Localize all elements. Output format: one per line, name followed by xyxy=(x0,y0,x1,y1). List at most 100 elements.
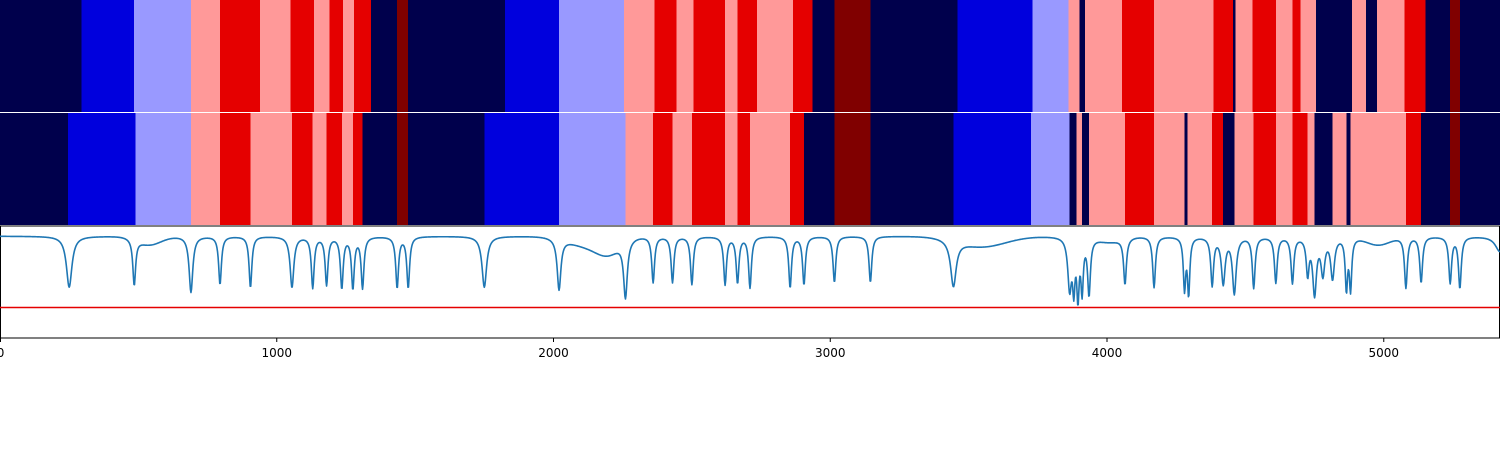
heatmap-cell xyxy=(625,113,654,225)
heatmap-cell xyxy=(312,113,327,225)
heatmap-cell xyxy=(1252,0,1277,112)
heatmap-cell xyxy=(1232,0,1237,112)
heatmap-cell xyxy=(725,113,738,225)
heatmap-cell xyxy=(1212,113,1224,225)
heatmap-cell xyxy=(1346,113,1351,225)
heatmap-cell xyxy=(326,113,343,225)
heatmap-cell xyxy=(737,113,751,225)
heatmap-cell xyxy=(870,0,958,112)
heatmap-cell xyxy=(220,113,251,225)
heatmap-cell xyxy=(290,0,315,112)
heatmap-cell xyxy=(1332,113,1347,225)
heatmap-cell xyxy=(81,0,135,112)
heatmap-cell xyxy=(750,113,791,225)
heatmap-cell xyxy=(397,113,409,225)
signal-line xyxy=(0,235,1500,306)
heatmap-cell xyxy=(756,0,794,112)
heatmap-cell xyxy=(343,0,355,112)
heatmap-cell xyxy=(790,113,805,225)
heatmap-cell xyxy=(329,0,344,112)
heatmap-cell xyxy=(1300,0,1317,112)
heatmap-cell xyxy=(408,0,506,112)
heatmap-cell xyxy=(352,113,363,225)
heatmap-cell xyxy=(1068,0,1080,112)
heatmap-cell xyxy=(408,113,485,225)
x-axis: 0 1000 2000 3000 4000 5000 xyxy=(0,338,1399,360)
heatmap-cell xyxy=(1125,113,1155,225)
heatmap-cell xyxy=(1421,113,1451,225)
heatmap-cell xyxy=(676,0,694,112)
heatmap-cell xyxy=(624,0,655,112)
heatmap-cell xyxy=(1184,113,1188,225)
heatmap-cell xyxy=(672,113,693,225)
x-tick-label: 2000 xyxy=(538,346,569,360)
heatmap-cell xyxy=(1365,0,1378,112)
heatmap-cell xyxy=(1275,113,1293,225)
heatmap-cell xyxy=(1122,0,1155,112)
heatmap-cell xyxy=(653,113,673,225)
heatmap-cell xyxy=(190,113,221,225)
heatmap-cell xyxy=(1253,113,1277,225)
heatmap-cell xyxy=(1076,113,1083,225)
heatmap-cell xyxy=(1450,0,1461,112)
heatmap-cell xyxy=(1275,0,1293,112)
heatmap-cell xyxy=(0,0,83,112)
heatmap-cell xyxy=(1084,0,1123,112)
line-panel xyxy=(0,225,1500,339)
heatmap-cell xyxy=(1154,113,1185,225)
heatmap-cell xyxy=(792,0,813,112)
heatmap-cell xyxy=(691,113,726,225)
heatmap-cell xyxy=(1234,113,1255,225)
heatmap-cell xyxy=(1187,113,1213,225)
heatmap-cell xyxy=(67,113,137,225)
heatmap-cell xyxy=(370,0,398,112)
heatmap-cell xyxy=(654,0,678,112)
heatmap-cell xyxy=(260,0,291,112)
heatmap-cell xyxy=(220,0,261,112)
heatmap-cell xyxy=(1292,113,1309,225)
heatmap-cell xyxy=(250,113,293,225)
x-tick-label: 1000 xyxy=(261,346,292,360)
x-tick-label: 3000 xyxy=(815,346,846,360)
heatmap-cell xyxy=(953,113,1032,225)
heatmap-cell xyxy=(1089,113,1126,225)
heatmap-cell xyxy=(1404,0,1426,112)
heatmap-cell xyxy=(1154,0,1214,112)
heatmap-cell xyxy=(341,113,354,225)
heatmap-cell xyxy=(135,113,192,225)
x-tick-label: 4000 xyxy=(1092,346,1123,360)
heatmap-cell xyxy=(505,0,560,112)
heatmap-cell xyxy=(134,0,192,112)
heatmap-cell xyxy=(834,0,871,112)
heatmap-cell xyxy=(1459,0,1500,112)
heatmap-cell xyxy=(1450,113,1461,225)
heatmap-cell xyxy=(957,0,1033,112)
heatmap-cell xyxy=(1082,113,1090,225)
heatmap-cell xyxy=(725,0,738,112)
x-tick-label: 5000 xyxy=(1368,346,1399,360)
heatmap-cell xyxy=(559,0,625,112)
heatmap-cell xyxy=(0,113,69,225)
heatmap-cell xyxy=(314,0,330,112)
heatmap-cell xyxy=(1079,0,1086,112)
heatmap-cell xyxy=(484,113,560,225)
heatmap-cell xyxy=(693,0,726,112)
x-tick-label: 0 xyxy=(0,346,4,360)
heatmap-cell xyxy=(1315,0,1353,112)
heatmap-cell xyxy=(190,0,221,112)
heatmap-cell xyxy=(559,113,626,225)
heatmap-cell xyxy=(803,113,835,225)
heatmap-cell xyxy=(1032,0,1069,112)
heatmap-cell xyxy=(362,113,398,225)
heatmap-cell xyxy=(1405,113,1422,225)
heatmap-cell xyxy=(354,0,372,112)
heatmap-cell xyxy=(1030,113,1071,225)
heatmap-cell xyxy=(1307,113,1315,225)
heatmap-cell xyxy=(397,0,409,112)
heatmap-cell xyxy=(1350,113,1407,225)
heatmap-cell xyxy=(1069,113,1077,225)
heatmap-cell xyxy=(870,113,954,225)
heatmap-cell xyxy=(812,0,835,112)
heatmap-cell xyxy=(1459,113,1500,225)
